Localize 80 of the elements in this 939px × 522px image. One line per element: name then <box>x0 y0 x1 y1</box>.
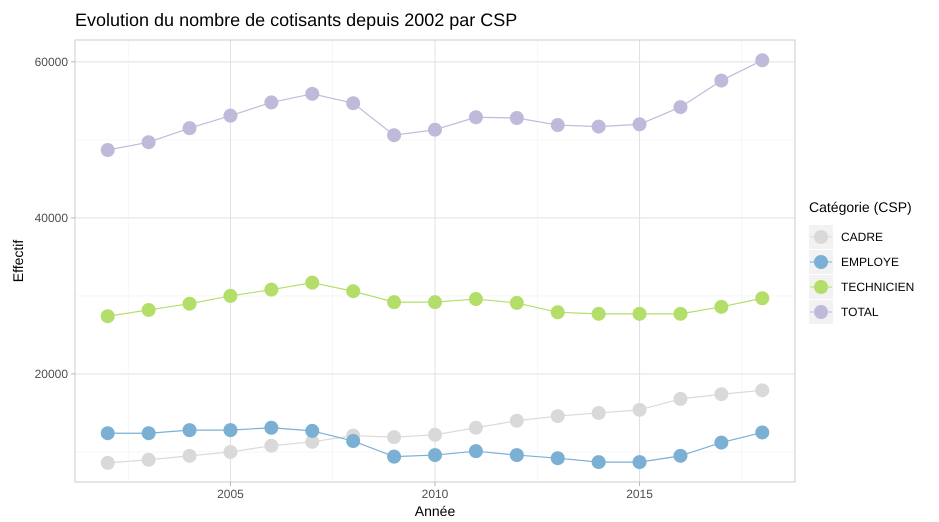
point <box>223 444 238 459</box>
point <box>673 306 688 321</box>
point <box>550 451 565 466</box>
y-tick-label: 40000 <box>34 210 68 225</box>
point <box>428 295 442 310</box>
point <box>223 288 238 303</box>
y-tick-label: 20000 <box>34 366 68 381</box>
point <box>510 414 524 428</box>
point <box>550 305 565 320</box>
point <box>264 95 278 110</box>
y-axis-title: Effectif <box>10 240 26 282</box>
point <box>468 444 483 458</box>
x-axis-title: Année <box>414 503 456 519</box>
point <box>387 128 402 142</box>
legend-label: EMPLOYE <box>841 255 900 269</box>
legend-title: Catégorie (CSP) <box>809 199 912 215</box>
point <box>142 135 156 150</box>
point <box>182 121 197 136</box>
point <box>673 100 688 114</box>
point <box>632 455 647 470</box>
point <box>592 455 606 470</box>
point <box>510 111 524 126</box>
y-tick-label: 60000 <box>34 54 68 69</box>
point <box>468 420 483 435</box>
point <box>305 424 320 438</box>
point <box>346 434 360 448</box>
chart-title: Evolution du nombre de cotisants depuis 2002 par CSP <box>75 10 518 30</box>
point <box>755 53 770 68</box>
point <box>428 448 442 462</box>
point <box>142 426 156 440</box>
point <box>142 302 156 317</box>
legend-label: TECHNICIEN <box>841 280 914 294</box>
point <box>428 122 442 137</box>
point <box>714 300 728 314</box>
point <box>346 284 360 298</box>
point <box>387 295 402 310</box>
point <box>468 292 483 306</box>
point <box>755 425 770 440</box>
point <box>182 423 197 438</box>
point <box>100 309 115 324</box>
x-tick-label: 2005 <box>217 487 244 501</box>
x-tick-label: 2015 <box>626 487 654 501</box>
point <box>223 423 238 438</box>
point <box>142 452 156 467</box>
point <box>100 143 115 158</box>
point <box>305 86 320 101</box>
point <box>387 450 402 464</box>
point <box>632 402 647 417</box>
point <box>673 392 688 406</box>
point <box>387 430 402 444</box>
point <box>182 296 197 311</box>
point <box>673 448 688 463</box>
point <box>305 276 320 290</box>
point <box>632 117 647 132</box>
point <box>264 282 278 297</box>
legend-label: CADRE <box>841 230 884 244</box>
point <box>714 436 728 450</box>
point <box>428 428 442 442</box>
point <box>346 96 360 110</box>
point <box>182 448 197 463</box>
point <box>592 406 606 420</box>
point <box>592 306 606 321</box>
point <box>468 110 483 124</box>
point <box>100 456 115 470</box>
point <box>755 383 770 398</box>
point <box>550 409 565 424</box>
point <box>510 296 524 310</box>
point <box>632 306 647 321</box>
x-tick-label: 2010 <box>422 487 449 501</box>
point <box>264 420 278 435</box>
point <box>223 108 238 123</box>
point <box>592 120 606 134</box>
legend-label: TOTAL <box>841 305 879 319</box>
point <box>714 387 728 402</box>
point <box>264 438 278 453</box>
point <box>510 448 524 462</box>
point <box>100 426 115 440</box>
point <box>550 118 565 132</box>
point <box>755 291 770 306</box>
point <box>714 74 728 88</box>
